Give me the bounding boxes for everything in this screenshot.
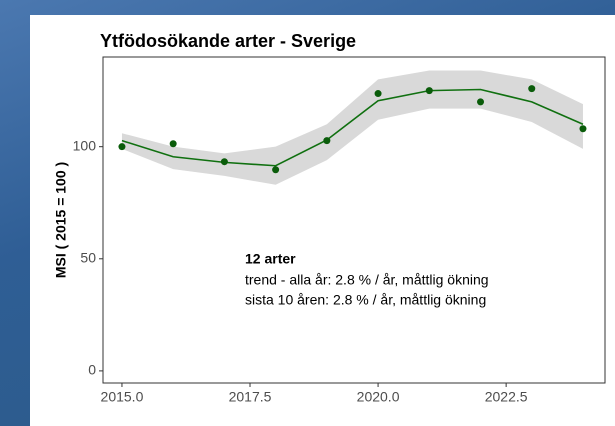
y-axis-label: MSI ( 2015 = 100 ) <box>53 162 69 278</box>
x-tick-label: 2017.5 <box>229 389 272 405</box>
annotation-line: sista 10 åren: 2.8 % / år, måttlig öknin… <box>245 292 486 308</box>
x-tick-label: 2015.0 <box>101 389 144 405</box>
data-point <box>528 85 536 93</box>
data-point <box>374 90 382 98</box>
data-point <box>477 98 485 106</box>
data-point <box>579 125 587 133</box>
x-tick-label: 2020.0 <box>357 389 400 405</box>
data-point <box>118 143 126 151</box>
data-point <box>272 166 280 174</box>
annotation-title: 12 arter <box>245 251 296 267</box>
confidence-band <box>121 70 583 185</box>
y-tick-label: 50 <box>80 249 96 265</box>
y-tick-label: 100 <box>73 137 97 153</box>
plot-frame <box>102 56 606 384</box>
data-point <box>323 137 331 145</box>
trend-line <box>121 88 584 167</box>
data-point <box>169 140 177 148</box>
x-tick-label: 2022.5 <box>485 389 528 405</box>
data-point <box>220 158 228 166</box>
y-tick-label: 0 <box>88 362 96 378</box>
data-point <box>425 87 433 95</box>
chart-title: Ytfödosökande arter - Sverige <box>100 31 356 51</box>
annotation-line: trend - alla år: 2.8 % / år, måttlig ökn… <box>245 272 489 288</box>
